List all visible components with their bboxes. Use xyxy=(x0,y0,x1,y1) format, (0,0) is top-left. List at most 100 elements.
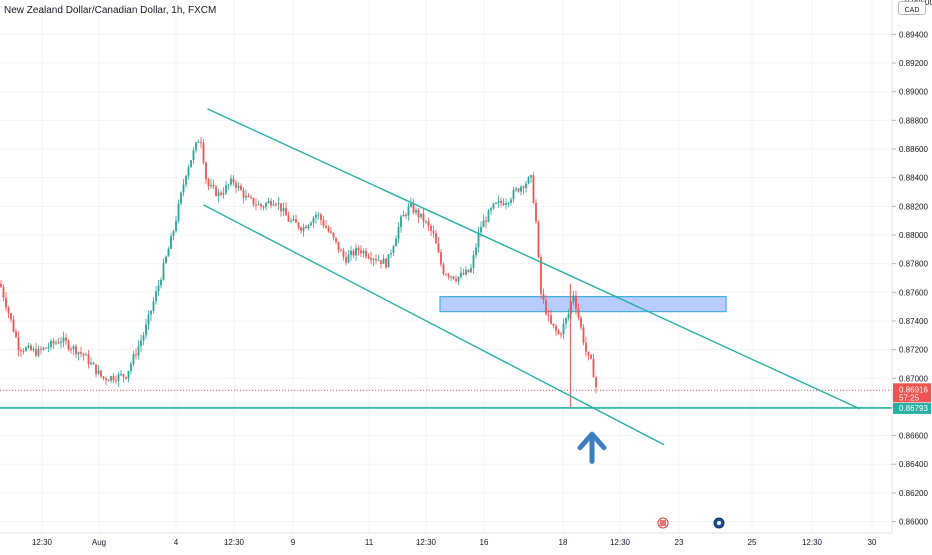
candle-body xyxy=(525,183,527,189)
candle-body xyxy=(235,182,237,188)
candle-body xyxy=(557,330,560,334)
candle-body xyxy=(15,331,17,338)
candle-body xyxy=(415,209,417,213)
candle-body xyxy=(302,226,305,231)
candle-body xyxy=(560,333,562,335)
candle-body xyxy=(75,346,77,355)
candle-body xyxy=(47,347,50,349)
price-tick-label: 0.87400 xyxy=(899,317,928,326)
candle-body xyxy=(55,342,57,344)
supply-zone-rect[interactable] xyxy=(439,295,727,313)
candle-body xyxy=(22,350,25,352)
candle-body xyxy=(445,274,447,276)
candle-body xyxy=(555,326,557,331)
candle-body xyxy=(272,204,275,206)
candle-body xyxy=(322,220,325,226)
candle-body xyxy=(62,337,65,342)
candle-body xyxy=(137,346,140,356)
candle-body xyxy=(265,203,267,207)
candle-body xyxy=(435,233,437,244)
candle-body xyxy=(77,352,80,355)
candle-body xyxy=(172,230,175,237)
candle-body xyxy=(52,340,55,344)
price-tick-label: 0.89000 xyxy=(899,88,928,97)
candle-body xyxy=(80,352,82,354)
candle-body xyxy=(422,213,425,222)
candle-body xyxy=(552,323,555,327)
candle-body xyxy=(350,250,352,255)
price-tick-label: 0.87000 xyxy=(899,374,928,383)
candle-body xyxy=(320,214,322,221)
candle-body xyxy=(2,287,5,298)
candle-body xyxy=(500,201,502,203)
candle-body xyxy=(567,313,570,318)
candle-body xyxy=(472,255,475,269)
candle-body xyxy=(520,186,522,192)
candle-body xyxy=(157,285,160,292)
candle-body xyxy=(382,258,385,264)
candle-body xyxy=(317,214,320,216)
candle-body xyxy=(180,192,182,204)
candle-body xyxy=(105,378,107,381)
candle-body xyxy=(7,307,10,314)
candle-body xyxy=(50,340,52,348)
candle-body xyxy=(547,314,550,316)
candle-body xyxy=(65,337,67,342)
candle-body xyxy=(70,349,72,351)
candle-body xyxy=(402,215,405,217)
candle-body xyxy=(252,197,255,205)
candle-body xyxy=(187,167,190,176)
candle-body xyxy=(237,185,240,188)
candle-body xyxy=(150,310,152,315)
candle-body xyxy=(495,202,497,204)
supply-zone[interactable] xyxy=(439,295,727,313)
candle-body xyxy=(572,295,575,302)
candle-body xyxy=(377,260,380,262)
candle-body xyxy=(192,150,195,161)
candle-body xyxy=(577,308,580,318)
candle-body xyxy=(225,185,227,194)
candle-body xyxy=(470,268,472,273)
candle-body xyxy=(145,324,147,336)
candle-body xyxy=(132,354,135,364)
candle-body xyxy=(232,178,235,183)
channel-lower-line[interactable] xyxy=(203,204,665,446)
candle-body xyxy=(5,297,7,308)
candle-body xyxy=(575,295,577,309)
candle-body xyxy=(390,253,392,255)
time-tick-label: 9 xyxy=(291,538,296,547)
candle-body xyxy=(487,210,490,223)
candle-body xyxy=(340,250,342,252)
candle-body xyxy=(397,227,400,239)
candle-body xyxy=(57,342,60,344)
candle-body xyxy=(532,175,535,203)
candle-body xyxy=(490,208,492,211)
price-tick-label: 0.87800 xyxy=(899,260,928,269)
up-arrow-icon[interactable] xyxy=(577,431,607,451)
candle-body xyxy=(205,162,207,180)
channel-upper-line[interactable] xyxy=(207,108,861,410)
candle-body xyxy=(260,204,262,207)
up-arrow-annotation[interactable] xyxy=(577,431,607,464)
candle-body xyxy=(222,193,225,195)
candle-body xyxy=(120,374,122,376)
trend-channel[interactable] xyxy=(203,108,861,446)
price-axis[interactable]: 0.89400 0.89200 0.89000 0.88800 0.88600 0.884… xyxy=(892,0,932,527)
candle-body xyxy=(227,184,230,186)
candle-body xyxy=(347,254,350,263)
candle-body xyxy=(287,215,290,222)
time-tick-label: 18 xyxy=(559,538,568,547)
candle-body xyxy=(425,221,427,223)
currency-badge[interactable]: CAD xyxy=(898,1,926,15)
candle-body xyxy=(115,380,117,382)
time-axis[interactable]: 12:30 Aug 4 12:30 9 11 12:30 16 18 12:30 23 25 12:30… xyxy=(32,538,877,547)
candle-body xyxy=(480,227,482,233)
candle-body xyxy=(67,341,70,350)
time-tick-label: 16 xyxy=(480,538,489,547)
candle-body xyxy=(95,364,97,374)
candle-body xyxy=(220,192,222,195)
candle-body xyxy=(152,301,155,311)
candle-body xyxy=(17,337,20,351)
